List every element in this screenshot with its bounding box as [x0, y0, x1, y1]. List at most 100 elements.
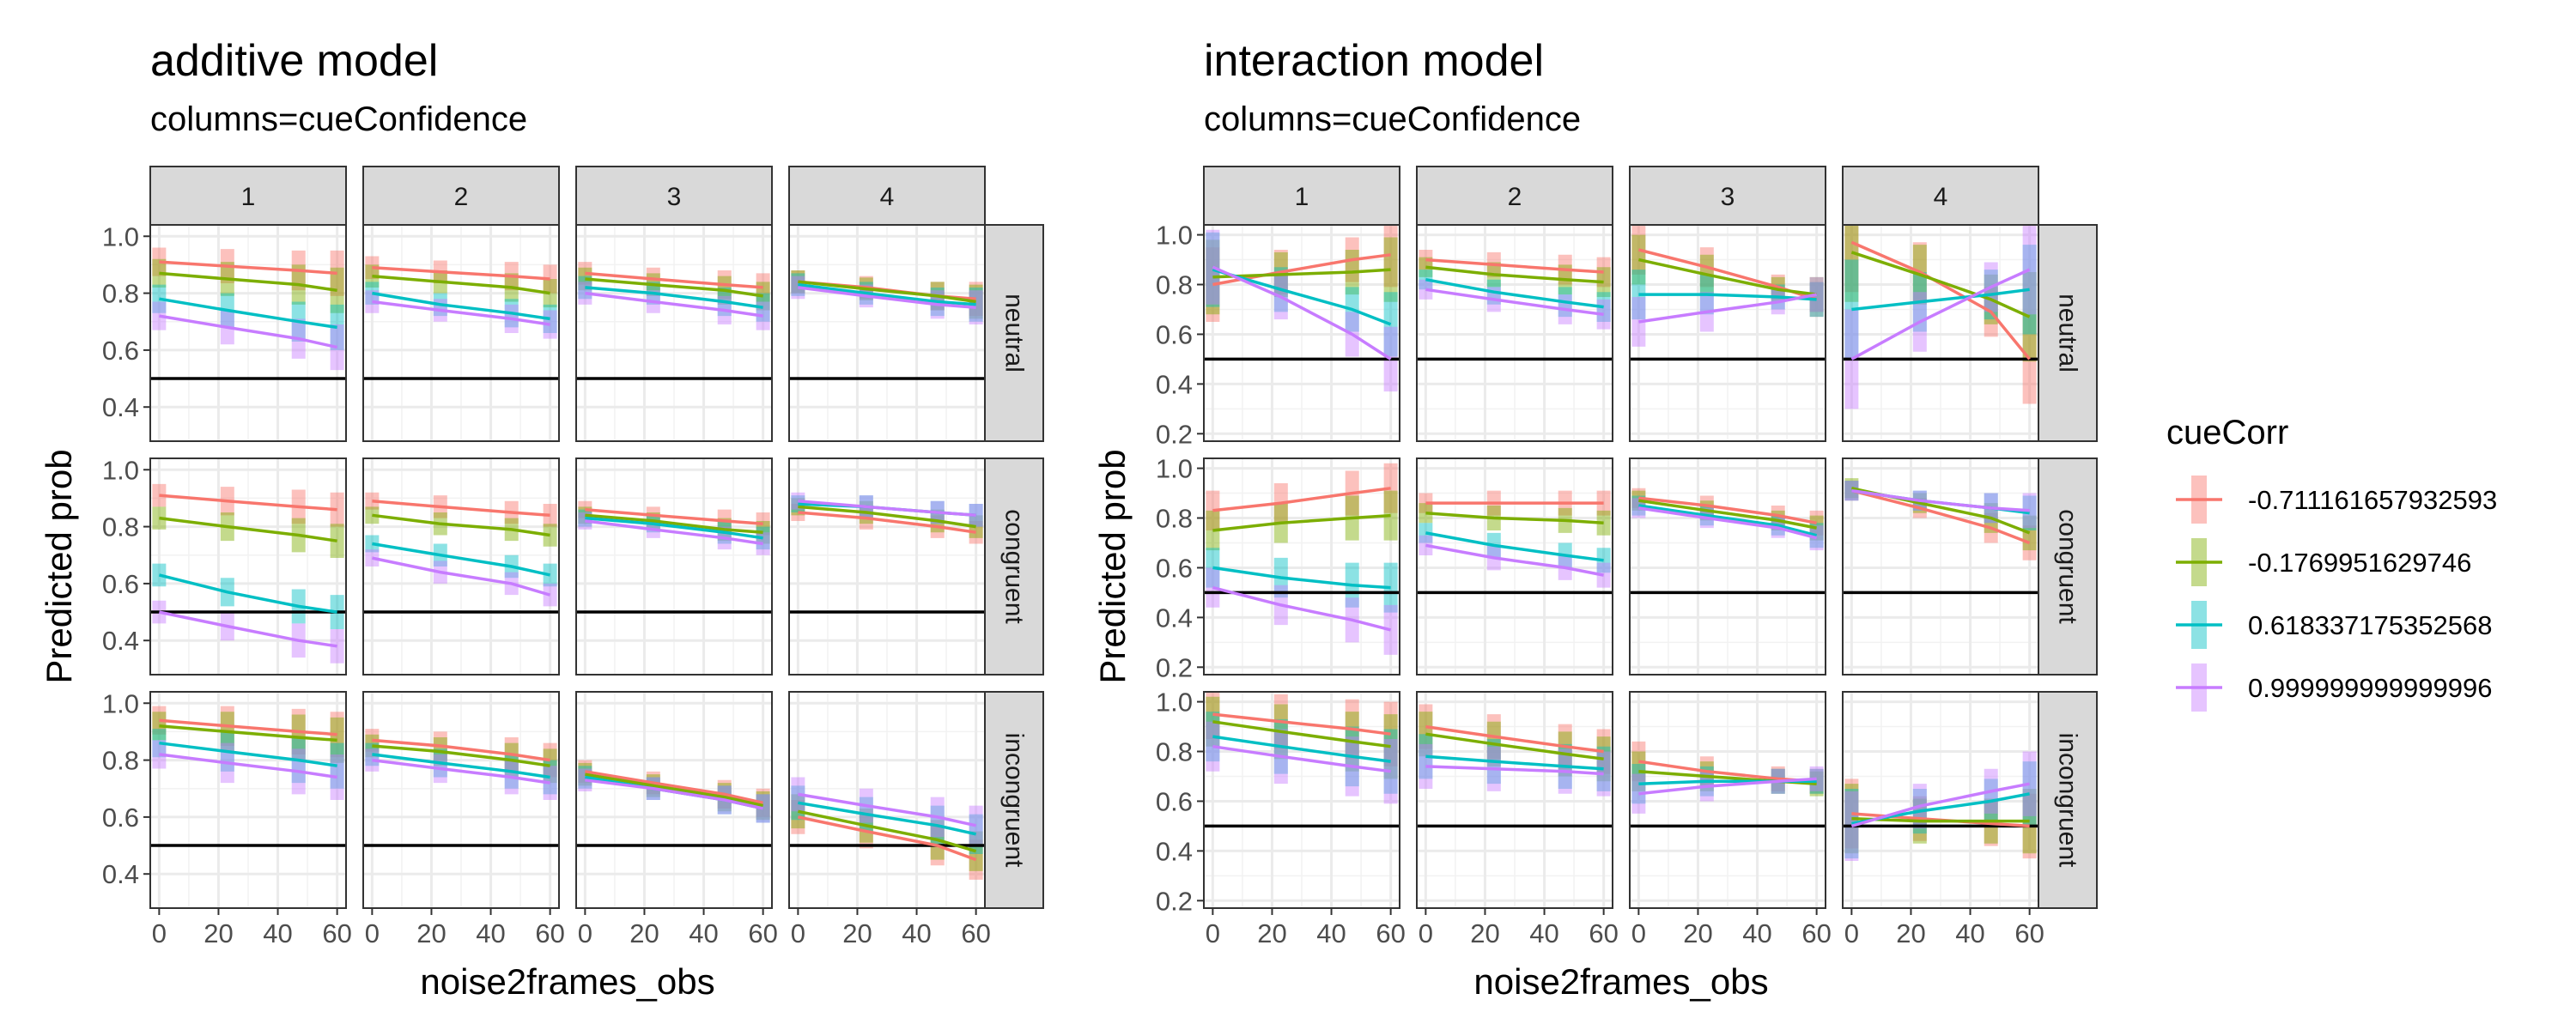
panel-neutral-col-3 — [575, 224, 773, 442]
column-strip-label: 1 — [1295, 183, 1309, 211]
y-tick-label: 0.6 — [1156, 786, 1193, 816]
series-line-1 — [585, 507, 763, 526]
panel-neutral-col-1: 0.4 0.6 0.8 1.0 — [102, 221, 347, 442]
series-line-2 — [1212, 720, 1391, 748]
legend-item: 0.618337175352568 — [2176, 601, 2492, 649]
series-line-1 — [798, 815, 977, 862]
x-tick-label: 20 — [842, 918, 872, 948]
y-tick-label: 1.0 — [102, 688, 139, 718]
panel-congruent-col-2 — [1416, 457, 1613, 676]
panel-border — [1203, 457, 1400, 676]
column-strip-label: 4 — [1934, 183, 1948, 211]
y-tick-label: 0.4 — [1156, 836, 1193, 866]
y-axis-title: Predicted prob — [1092, 449, 1133, 683]
series-line-4 — [1850, 782, 2030, 828]
x-tick-label: 0 — [1844, 918, 1859, 948]
series-line-3 — [158, 573, 337, 614]
legend-label: 0.618337175352568 — [2248, 610, 2492, 640]
series-line-1 — [159, 718, 337, 736]
row-strip — [984, 224, 1044, 442]
series-line-4 — [798, 286, 976, 309]
x-tick-label: 0 — [1419, 918, 1433, 948]
x-tick-label: 20 — [416, 918, 446, 948]
series-line-4 — [159, 610, 337, 648]
y-tick-label: 0.6 — [102, 803, 139, 833]
y-tick-label: 1.0 — [1156, 454, 1193, 484]
panel-neutral-col-4 — [1842, 224, 2039, 442]
series-line-3 — [798, 801, 976, 836]
series-line-2 — [798, 505, 976, 529]
panel-incongruent-col-4: 0 20 40 60 — [788, 691, 991, 948]
series-line-4 — [1638, 293, 1817, 324]
series-line-4 — [159, 314, 337, 349]
y-tick-label: 0.4 — [1156, 369, 1193, 399]
y-tick-label: 0.8 — [1156, 270, 1193, 300]
series-line-2 — [798, 280, 976, 304]
panel-incongruent-col-2: 0 20 40 60 — [1416, 691, 1619, 948]
x-tick-label: 60 — [2014, 918, 2044, 948]
panel-border — [1629, 691, 1826, 909]
panel-border — [575, 224, 773, 442]
series-line-1 — [1638, 496, 1817, 525]
x-tick-label: 60 — [1801, 918, 1831, 948]
series-line-3 — [159, 741, 337, 767]
panel-incongruent-col-1: 0.2 0.4 0.6 0.8 1.0 0 20 40 60 — [1156, 688, 1406, 948]
panel-incongruent-col-3: 0 20 40 60 — [1629, 691, 1832, 948]
x-tick-label: 40 — [1955, 918, 1984, 948]
x-tick-label: 20 — [204, 918, 233, 948]
row-strip — [2038, 691, 2098, 909]
series-line-2 — [798, 809, 977, 853]
y-tick-label: 1.0 — [102, 221, 139, 251]
panel-congruent-col-1: 0.2 0.4 0.6 0.8 1.0 — [1156, 454, 1400, 682]
x-tick-label: 60 — [1589, 918, 1618, 948]
x-tick-label: 0 — [1631, 918, 1646, 948]
series-line-3 — [1425, 531, 1604, 562]
series-line-1 — [585, 271, 763, 289]
x-tick-label: 0 — [152, 918, 167, 948]
series-line-1 — [1425, 724, 1604, 754]
panel-congruent-col-3 — [1629, 457, 1826, 676]
x-tick-label: 60 — [748, 918, 777, 948]
series-line-3 — [1212, 735, 1391, 763]
series-line-2 — [159, 271, 337, 293]
column-strip — [1629, 166, 1826, 226]
panel-border — [1416, 457, 1613, 676]
series-line-2 — [1638, 258, 1817, 296]
series-line-4 — [798, 499, 976, 518]
x-tick-label: 20 — [1896, 918, 1925, 948]
series-line-3 — [585, 516, 763, 540]
y-tick-label: 0.8 — [102, 279, 139, 309]
series-line-2 — [585, 277, 763, 298]
x-axis-title: noise2frames_obs — [420, 961, 714, 1002]
series-line-4 — [159, 753, 337, 779]
series-line-1 — [1850, 489, 2031, 545]
panel-neutral-col-3 — [1629, 224, 1826, 442]
legend-item: -0.1769951629746 — [2176, 538, 2471, 586]
column-strip — [1416, 166, 1613, 226]
series-line-2 — [1638, 499, 1817, 530]
panel-border — [788, 691, 986, 909]
row-strip-label: incongruent — [1000, 733, 1029, 868]
panel-border — [1842, 224, 2039, 442]
series-line-2 — [1212, 513, 1391, 532]
y-tick-label: 0.2 — [1156, 652, 1193, 682]
series-line-4 — [585, 291, 763, 318]
series-line-4 — [585, 519, 763, 546]
y-tick-label: 0.8 — [102, 746, 139, 776]
panel-border — [149, 457, 347, 676]
panel-border — [1203, 691, 1400, 909]
series-line-3 — [798, 282, 976, 306]
series-line-4 — [1212, 585, 1392, 632]
series-line-4 — [372, 556, 551, 597]
series-line-3 — [1212, 566, 1391, 590]
row-strip — [2038, 457, 2098, 676]
series-line-3 — [1425, 754, 1604, 771]
series-line-2 — [159, 516, 337, 542]
series-line-4 — [1851, 488, 2030, 512]
series-line-4 — [372, 300, 550, 326]
y-tick-label: 0.4 — [102, 626, 139, 656]
series-line-4 — [1638, 777, 1817, 796]
panel-incongruent-col-2: 0 20 40 60 — [362, 691, 565, 948]
panel-congruent-col-3 — [575, 457, 773, 676]
